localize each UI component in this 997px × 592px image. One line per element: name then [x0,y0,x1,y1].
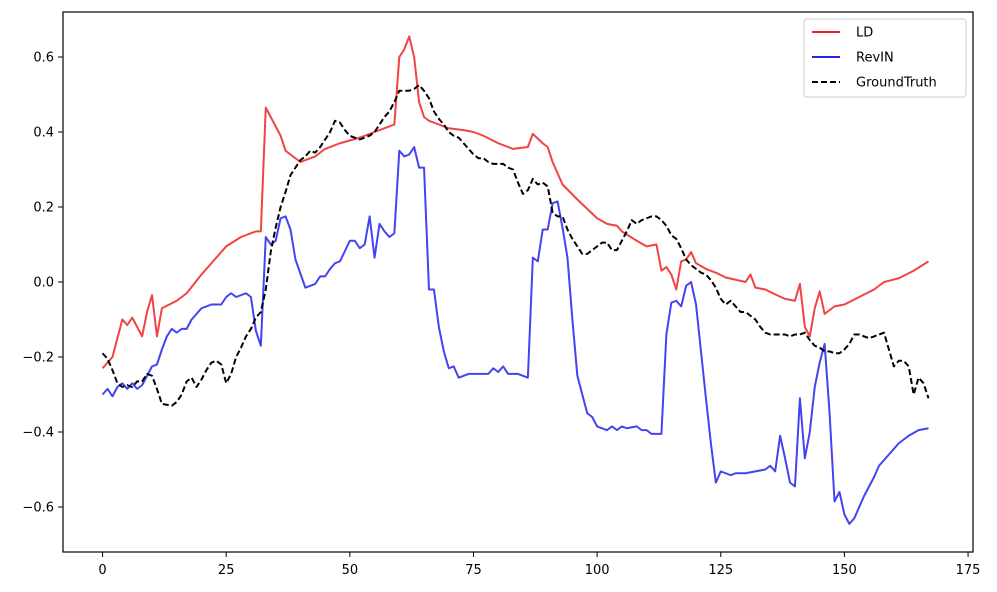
y-tick-label: −0.4 [22,426,54,441]
x-tick-label: 75 [465,563,482,578]
y-tick-label: 0.6 [33,51,54,66]
series-line-groundtruth [101,84,930,407]
x-tick-label: 175 [956,563,981,578]
y-tick-label: −0.2 [22,351,54,366]
legend-box [803,18,967,98]
y-axis-ticks: −0.6 −0.4 −0.2 0.0 0.2 0.4 0.6 [22,51,63,516]
y-tick-label: 0.2 [33,201,54,216]
legend-label-ld: LD [856,26,873,41]
y-tick-label: 0.4 [33,126,54,141]
x-tick-label: 0 [98,563,106,578]
x-tick-label: 50 [342,563,359,578]
series-line-revin [101,146,929,525]
series-line-ld [101,35,930,369]
y-tick-label: −0.6 [22,501,54,516]
x-tick-label: 25 [218,563,235,578]
x-tick-label: 100 [585,563,610,578]
y-tick-label: 0.0 [33,276,54,291]
legend: LD RevIN GroundTruth [803,18,967,98]
x-tick-label: 125 [708,563,733,578]
x-tick-label: 150 [832,563,857,578]
legend-label-groundtruth: GroundTruth [856,76,937,91]
series-layer [101,35,930,525]
legend-label-revin: RevIN [856,51,894,66]
x-axis-ticks: 0 25 50 75 100 125 150 175 [98,552,980,578]
